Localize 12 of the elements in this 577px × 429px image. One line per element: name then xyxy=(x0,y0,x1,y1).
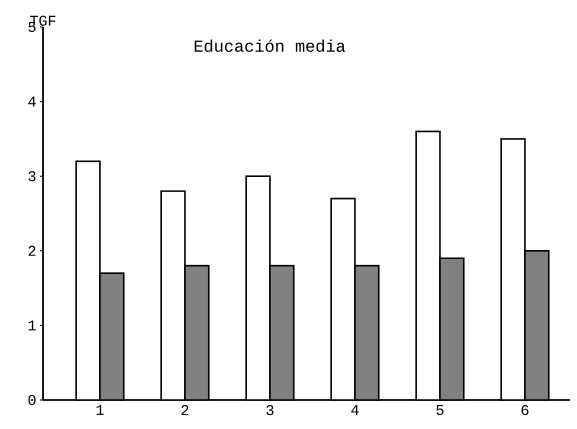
x-tick-label: 4 xyxy=(351,405,359,415)
x-tick-label: 1 xyxy=(96,405,104,415)
y-tick-label: 4 xyxy=(28,96,36,107)
text: Educación media xyxy=(194,39,346,52)
y-tick-label: 0 xyxy=(28,394,36,406)
y-tick-label: 3 xyxy=(28,171,36,182)
y-tick-label: 2 xyxy=(28,246,36,256)
x-tick-label: 3 xyxy=(266,405,274,416)
x-tick-label: 6 xyxy=(522,405,528,416)
x-tick-label: 2 xyxy=(182,405,188,416)
x-tick-label: 5 xyxy=(436,405,444,416)
y-tick-label: 1 xyxy=(28,320,36,330)
